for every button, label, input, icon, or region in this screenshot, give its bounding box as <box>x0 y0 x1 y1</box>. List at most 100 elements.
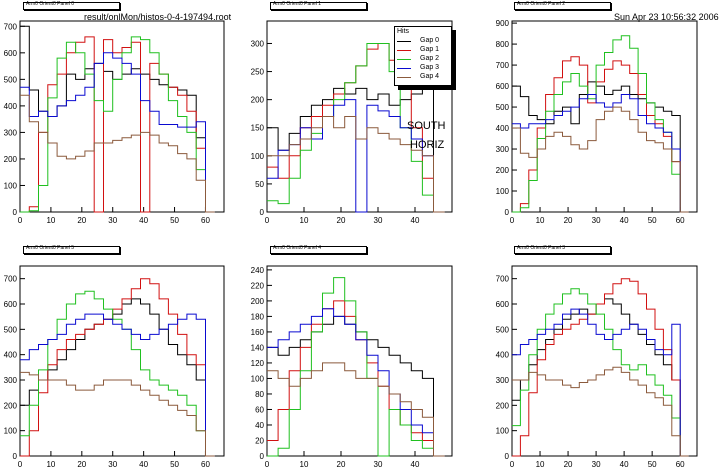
x-tick-label: 0 <box>510 460 515 469</box>
panel-title: Arm0 Orient0 Panel 3 <box>514 245 611 254</box>
series-gap-2 <box>512 288 689 457</box>
y-tick-label: 700 <box>496 275 510 284</box>
y-tick-label: 160 <box>251 328 265 337</box>
y-tick-label: 200 <box>251 297 265 306</box>
panel-title-text: Arm0 Orient0 Panel 0 <box>26 1 75 7</box>
y-tick-label: 200 <box>251 96 265 105</box>
series-gap-1 <box>20 278 215 457</box>
y-tick-label: 180 <box>251 312 265 321</box>
x-tick-label: 20 <box>337 460 346 469</box>
y-tick-label: 0 <box>13 452 18 461</box>
file-path-label: result/onlMon/histos-0-4-197494.root <box>84 12 232 22</box>
series-gap-4 <box>267 362 445 457</box>
y-tick-label: 150 <box>251 124 265 133</box>
x-tick-label: 40 <box>139 216 148 225</box>
series-gap-4 <box>20 371 215 457</box>
x-tick-label: 60 <box>201 460 210 469</box>
legend-swatch <box>397 68 411 69</box>
legend-swatch <box>397 50 411 51</box>
y-tick-label: 240 <box>251 266 265 275</box>
x-tick-label: 30 <box>108 460 117 469</box>
y-tick-label: 900 <box>496 19 510 28</box>
legend-label: Gap 4 <box>420 73 440 80</box>
legend-entry: Gap 4 <box>397 73 449 82</box>
x-tick-label: 10 <box>46 216 55 225</box>
y-tick-label: 600 <box>496 300 510 309</box>
series-gap-1 <box>512 56 689 213</box>
x-tick-label: 30 <box>374 216 383 225</box>
y-tick-label: 20 <box>255 436 264 445</box>
y-tick-label: 50 <box>255 180 264 189</box>
plot-frame <box>19 20 225 213</box>
x-tick-label: 0 <box>18 216 23 225</box>
series-gap-0 <box>20 25 215 213</box>
legend-swatch <box>397 59 411 60</box>
legend-label: Gap 3 <box>420 64 440 71</box>
series-gap-4 <box>512 106 689 213</box>
x-tick-label: 20 <box>77 460 86 469</box>
legend-entry: Gap 2 <box>397 55 449 64</box>
series-gap-0 <box>512 298 689 457</box>
series-gap-2 <box>20 36 215 213</box>
x-tick-label: 10 <box>536 460 545 469</box>
x-tick-label: 50 <box>170 460 179 469</box>
y-tick-label: 800 <box>496 40 510 49</box>
x-tick-label: 60 <box>676 460 685 469</box>
legend-label: Gap 1 <box>420 46 440 53</box>
series-gap-4 <box>267 116 445 213</box>
x-tick-label: 40 <box>620 460 629 469</box>
y-tick-label: 200 <box>4 155 18 164</box>
y-tick-label: 0 <box>260 208 265 217</box>
y-tick-label: 700 <box>4 275 18 284</box>
y-tick-label: 80 <box>255 390 264 399</box>
y-tick-label: 0 <box>260 452 265 461</box>
series-gap-0 <box>512 81 689 213</box>
x-tick-label: 20 <box>337 216 346 225</box>
legend-swatch <box>397 41 411 42</box>
y-tick-label: 600 <box>496 82 510 91</box>
panel-title: Arm0 Orient0 Panel 0 <box>23 1 120 10</box>
series-gap-4 <box>512 366 689 457</box>
y-tick-label: 300 <box>496 145 510 154</box>
y-tick-label: 200 <box>496 166 510 175</box>
panel-title: Arm0 Orient0 Panel 5 <box>23 245 120 254</box>
x-tick-label: 0 <box>510 216 515 225</box>
x-tick-label: 30 <box>592 216 601 225</box>
panel-title: Arm0 Orient0 Panel 4 <box>270 245 367 254</box>
x-tick-label: 50 <box>170 216 179 225</box>
x-tick-label: 30 <box>374 460 383 469</box>
series-gap-0 <box>20 298 215 457</box>
y-tick-label: 120 <box>251 359 265 368</box>
series-gap-3 <box>267 308 445 457</box>
series-gap-3 <box>20 313 215 457</box>
y-tick-label: 100 <box>4 427 18 436</box>
series-gap-2 <box>20 290 215 457</box>
legend: Hits Gap 0 Gap 1 Gap 2 Gap 3 Gap 4 <box>394 26 452 86</box>
panel-title-text: Arm0 Orient0 Panel 4 <box>273 245 322 251</box>
x-tick-label: 30 <box>108 216 117 225</box>
legend-entry: Gap 3 <box>397 64 449 73</box>
panel-title-text: Arm0 Orient0 Panel 2 <box>517 1 566 7</box>
x-tick-label: 60 <box>676 216 685 225</box>
y-tick-label: 300 <box>496 376 510 385</box>
legend-label: Gap 0 <box>420 37 440 44</box>
y-tick-label: 100 <box>4 181 18 190</box>
series-gap-1 <box>512 278 689 457</box>
x-tick-label: 50 <box>648 460 657 469</box>
x-tick-label: 40 <box>411 216 420 225</box>
x-tick-label: 60 <box>201 216 210 225</box>
y-tick-label: 200 <box>4 401 18 410</box>
x-tick-label: 40 <box>411 460 420 469</box>
y-tick-label: 0 <box>13 208 18 217</box>
legend-title: Hits <box>397 28 410 35</box>
x-tick-label: 0 <box>18 460 23 469</box>
x-tick-label: 0 <box>265 460 270 469</box>
x-tick-label: 10 <box>536 216 545 225</box>
x-tick-label: 10 <box>46 460 55 469</box>
y-tick-label: 600 <box>4 49 18 58</box>
series-gap-3 <box>512 94 689 213</box>
x-tick-label: 20 <box>564 216 573 225</box>
date-label: Sun Apr 23 10:56:32 2006 <box>614 12 719 22</box>
y-tick-label: 40 <box>255 421 264 430</box>
panel-title-text: Arm0 Orient0 Panel 5 <box>26 245 75 251</box>
